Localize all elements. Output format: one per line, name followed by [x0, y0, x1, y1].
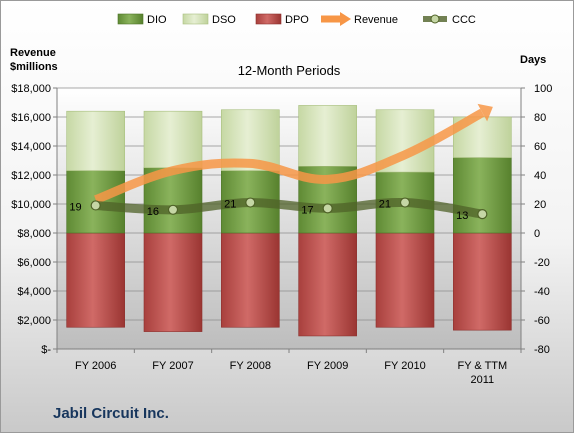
ccc-point-fy-2008	[245, 197, 256, 208]
right-tick-label: -40	[534, 286, 550, 298]
ccc-data-label-fy-2009: 17	[301, 204, 313, 216]
legend-item-dpo: DPO	[255, 13, 309, 26]
left-tick-label: $18,000	[11, 83, 51, 95]
category-label-fy-2009: FY 2009	[307, 360, 348, 372]
company-name: Jabil Circuit Inc.	[53, 405, 169, 422]
right-tick-label: -60	[534, 315, 550, 327]
bar-dso-fy-2009	[298, 105, 357, 167]
bars	[66, 105, 512, 337]
left-axis-ticks: $- $2,000 $4,000 $6,000 $8,000 $10,000 $12,000…	[11, 83, 58, 356]
category-label-fy-2007: FY 2007	[152, 360, 193, 372]
category-label-fy-ttm-2011: FY & TTM 2011	[457, 360, 507, 386]
right-axis-title: Days	[520, 54, 546, 66]
left-tick-label: $4,000	[17, 286, 51, 298]
bar-dpo-fy-ttm-2011	[453, 232, 512, 331]
legend-item-dso: DSO	[182, 13, 236, 26]
bar-dio-fy-ttm-2011	[453, 157, 512, 234]
left-tick-label: $2,000	[17, 315, 51, 327]
bar-dpo-fy-2010	[375, 232, 435, 328]
legend-label-dso: DSO	[212, 14, 236, 26]
bar-dpo-fy-2007	[143, 232, 203, 332]
chart-title: 12-Month Periods	[238, 63, 341, 78]
legend-swatch-dso	[182, 13, 209, 25]
right-tick-label: 60	[534, 141, 546, 153]
left-tick-label: $14,000	[11, 141, 51, 153]
legend-swatch-dpo	[255, 13, 282, 25]
ccc-point-fy-2009	[322, 203, 333, 214]
right-tick-label: 40	[534, 170, 546, 182]
right-axis-ticks: -80 -60 -40 -20 0 20 40 60 80 100	[520, 83, 552, 356]
x-axis-ticks: FY 2006 FY 2007 FY 2008 FY 2009 FY 2010 FY & …	[56, 348, 522, 386]
ccc-point-fy-ttm-2011	[477, 209, 488, 220]
category-label-fy-2006: FY 2006	[75, 360, 116, 372]
bar-dso-fy-2006	[66, 110, 125, 171]
bar-dpo-fy-2009	[298, 232, 357, 337]
legend-marker-ccc	[430, 14, 440, 24]
ccc-point-fy-2007	[167, 204, 179, 215]
legend-label-dio: DIO	[147, 14, 167, 26]
right-tick-label: -80	[534, 344, 550, 356]
category-label-fy-2010: FY 2010	[384, 360, 425, 372]
right-tick-label: 80	[534, 112, 546, 124]
legend-arrow-revenue	[340, 12, 351, 26]
left-axis-title: Revenue $millions	[10, 47, 58, 73]
bar-dso-fy-2007	[143, 110, 203, 169]
left-tick-label: $10,000	[11, 199, 51, 211]
left-tick-label: $16,000	[11, 112, 51, 124]
legend-label-dpo: DPO	[285, 14, 309, 26]
ccc-series: 19 16 21 17 21 13	[69, 197, 488, 222]
legend-swatch-dio	[117, 13, 144, 25]
legend-label-ccc: CCC	[452, 14, 476, 26]
right-tick-label: 0	[534, 228, 540, 240]
legend-item-dio: DIO	[117, 13, 167, 26]
right-tick-label: -20	[534, 257, 550, 269]
right-tick-label: 100	[534, 83, 552, 95]
bar-dpo-fy-2008	[221, 232, 280, 328]
legend-item-revenue: Revenue	[321, 12, 398, 26]
right-tick-label: 20	[534, 199, 546, 211]
left-tick-label: $6,000	[17, 257, 51, 269]
left-tick-label: $12,000	[11, 170, 51, 182]
ccc-line	[95, 197, 484, 219]
revenue-series	[94, 103, 493, 204]
ccc-point-fy-2010	[399, 197, 411, 208]
revenue-line	[94, 108, 485, 204]
left-tick-label: $-	[41, 344, 51, 356]
ccc-data-label-fy-ttm-2011: 13	[456, 210, 468, 222]
legend-label-revenue: Revenue	[354, 14, 398, 26]
ccc-data-label-fy-2008: 21	[224, 199, 236, 211]
ccc-data-label-fy-2006: 19	[69, 201, 81, 213]
legend-item-ccc: CCC	[423, 14, 476, 26]
revenue-arrowhead	[477, 103, 493, 122]
ccc-point-fy-2006	[90, 200, 101, 211]
left-tick-label: $8,000	[17, 228, 51, 240]
legend: DIO DSO DPO Revenue CCC	[117, 12, 476, 26]
bar-dpo-fy-2006	[66, 232, 125, 328]
ccc-data-label-fy-2010: 21	[379, 199, 391, 211]
ccc-data-label-fy-2007: 16	[147, 206, 159, 218]
category-label-fy-2008: FY 2008	[230, 360, 271, 372]
